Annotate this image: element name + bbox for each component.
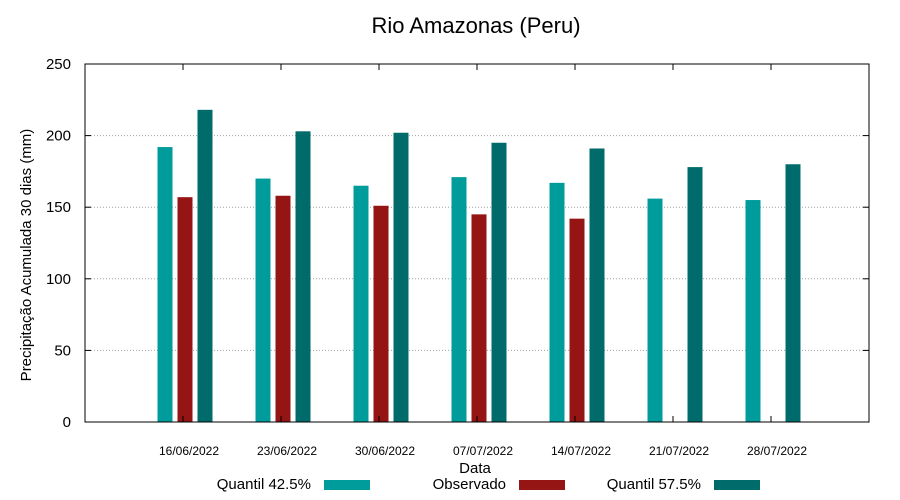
x-tick-label: 14/07/2022 [551,444,611,458]
y-axis-label: Precipitação Acumulada 30 dias (mm) [18,129,35,382]
bar-quantil-42-5--1 [255,178,271,422]
y-tick-label: 250 [46,56,71,73]
bar-quantil-42-5--3 [451,177,467,422]
bar-observado-1 [275,195,291,422]
bar-quantil-57-5--2 [393,132,409,422]
bar-quantil-42-5--6 [745,200,761,422]
y-tick-label: 50 [54,342,71,359]
bar-quantil-57-5--4 [589,148,605,422]
bar-layer [157,109,801,423]
bar-observado-2 [373,205,389,422]
bar-quantil-42-5--4 [549,182,565,422]
y-tick-label: 0 [63,414,71,431]
legend-swatch [519,480,565,490]
legend-label: Quantil 57.5% [607,476,701,493]
bar-quantil-42-5--5 [647,198,663,422]
x-tick-label: 23/06/2022 [257,444,317,458]
bar-quantil-57-5--1 [295,131,311,422]
y-tick-label: 200 [46,128,71,145]
chart-title: Rio Amazonas (Peru) [371,13,580,38]
x-tick-label: 30/06/2022 [355,444,415,458]
x-tick-label: 28/07/2022 [747,444,807,458]
bar-observado-0 [177,197,193,422]
legend: Quantil 42.5% Observado Quantil 57.5% [217,476,760,493]
legend-swatch [714,480,760,490]
legend-swatch [324,480,370,490]
x-tick-label: 21/07/2022 [649,444,709,458]
tick-layer: 0 50 100 150 200 250 16/06/2022 23/06/2022 30/06… [46,56,869,458]
bar-observado-3 [471,214,487,422]
y-tick-label: 150 [46,199,71,216]
legend-label: Quantil 42.5% [217,476,311,493]
bar-quantil-57-5--5 [687,167,703,422]
bar-quantil-57-5--6 [785,164,801,423]
bar-quantil-57-5--0 [197,109,213,422]
x-tick-label: 07/07/2022 [453,444,513,458]
x-tick-label: 16/06/2022 [159,444,219,458]
bar-quantil-57-5--3 [491,142,507,422]
legend-label: Observado [433,476,506,493]
y-tick-label: 100 [46,271,71,288]
x-axis-label: Data [459,460,491,477]
bar-quantil-42-5--0 [157,147,173,422]
bar-quantil-42-5--2 [353,185,369,422]
bar-observado-4 [569,218,585,422]
